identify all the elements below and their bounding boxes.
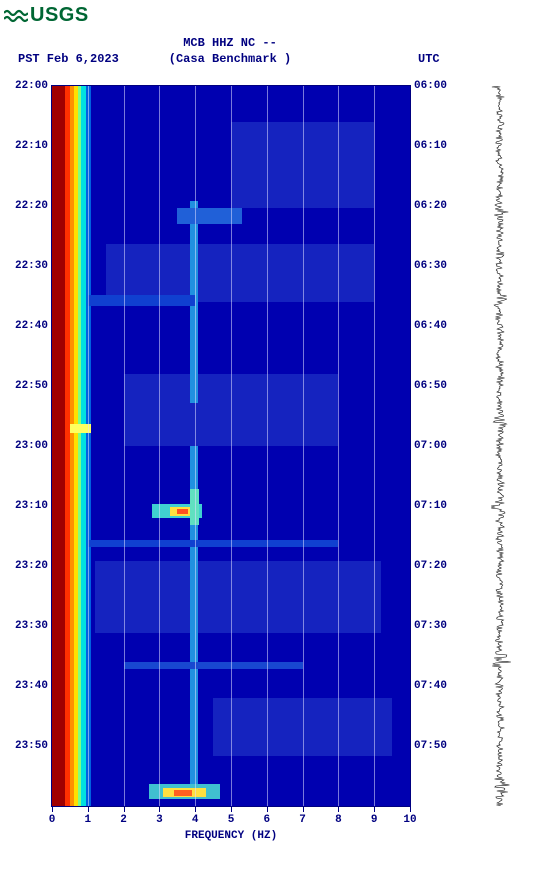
x-tick-label: 2 <box>120 814 127 826</box>
x-tick-label: 9 <box>371 814 378 826</box>
gridline <box>338 86 339 806</box>
x-tick-label: 5 <box>228 814 235 826</box>
gridline <box>195 86 196 806</box>
station-code: MCB HHZ NC -- <box>0 36 460 50</box>
spec-band <box>52 86 65 806</box>
utc-time-label: 07:20 <box>414 560 447 572</box>
utc-time-label: 06:20 <box>414 200 447 212</box>
pst-time-label: 23:40 <box>15 680 48 692</box>
seismogram-trace <box>476 86 524 806</box>
logo-text: USGS <box>30 4 89 27</box>
gridline <box>124 86 125 806</box>
station-name: (Casa Benchmark ) <box>0 52 460 66</box>
utc-time-label: 07:50 <box>414 740 447 752</box>
x-tick <box>88 806 89 812</box>
utc-time-label: 06:50 <box>414 380 447 392</box>
utc-time-label: 06:40 <box>414 320 447 332</box>
utc-time-label: 06:10 <box>414 140 447 152</box>
gridline <box>267 86 268 806</box>
utc-time-label: 07:10 <box>414 500 447 512</box>
usgs-logo: USGS <box>4 4 89 27</box>
x-tick <box>124 806 125 812</box>
x-tick <box>195 806 196 812</box>
x-tick-label: 3 <box>156 814 163 826</box>
gridline <box>303 86 304 806</box>
x-tick-label: 7 <box>299 814 306 826</box>
pst-time-label: 23:20 <box>15 560 48 572</box>
x-tick <box>52 806 53 812</box>
wave-icon <box>4 7 28 25</box>
x-tick-label: 8 <box>335 814 342 826</box>
x-tick-label: 4 <box>192 814 199 826</box>
pst-time-label: 23:50 <box>15 740 48 752</box>
pst-time-label: 22:50 <box>15 380 48 392</box>
pst-time-label: 22:20 <box>15 200 48 212</box>
pst-time-label: 23:00 <box>15 440 48 452</box>
utc-label: UTC <box>418 52 440 66</box>
gridline <box>231 86 232 806</box>
x-tick <box>374 806 375 812</box>
utc-time-label: 06:00 <box>414 80 447 92</box>
utc-time-label: 07:00 <box>414 440 447 452</box>
x-tick <box>267 806 268 812</box>
x-axis-title: FREQUENCY (HZ) <box>52 830 410 842</box>
x-tick <box>410 806 411 812</box>
x-tick-label: 1 <box>84 814 91 826</box>
utc-time-label: 07:30 <box>414 620 447 632</box>
x-tick <box>338 806 339 812</box>
utc-time-label: 06:30 <box>414 260 447 272</box>
pst-time-label: 22:30 <box>15 260 48 272</box>
x-tick-label: 0 <box>49 814 56 826</box>
x-tick-label: 6 <box>263 814 270 826</box>
pst-time-label: 22:00 <box>15 80 48 92</box>
x-tick <box>303 806 304 812</box>
gridline <box>159 86 160 806</box>
pst-time-label: 23:30 <box>15 620 48 632</box>
x-tick <box>231 806 232 812</box>
spectrogram-chart: 22:0022:1022:2022:3022:4022:5023:0023:10… <box>52 86 410 806</box>
pst-time-label: 23:10 <box>15 500 48 512</box>
gridline <box>88 86 89 806</box>
pst-time-label: 22:10 <box>15 140 48 152</box>
gridline <box>374 86 375 806</box>
x-tick-label: 10 <box>403 814 416 826</box>
x-tick <box>159 806 160 812</box>
utc-time-label: 07:40 <box>414 680 447 692</box>
pst-time-label: 22:40 <box>15 320 48 332</box>
